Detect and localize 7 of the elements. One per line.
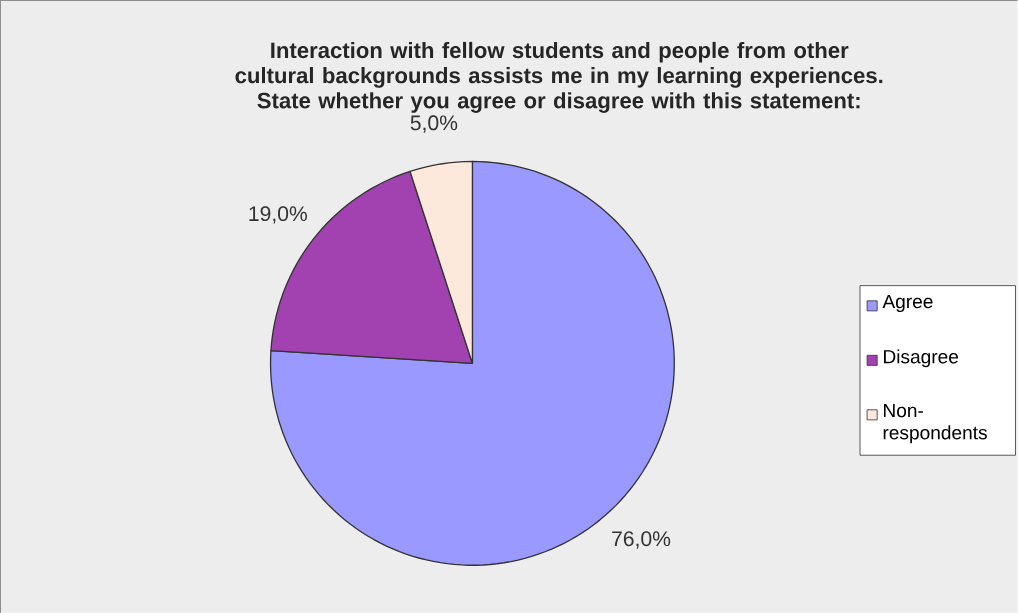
data-label: 5,0% <box>410 115 458 133</box>
legend-label: Non-respondents <box>883 403 987 444</box>
data-label: 76,0% <box>612 531 671 549</box>
chart-title: Interaction with fellow students and people from other cultural backgrounds assists me in my learning experiences. State whether you agree or disagree with this statement: <box>235 41 883 113</box>
legend-label: Disagree <box>884 349 959 368</box>
legend-label: Agree <box>882 294 933 312</box>
data-label: 19,0% <box>249 206 307 224</box>
